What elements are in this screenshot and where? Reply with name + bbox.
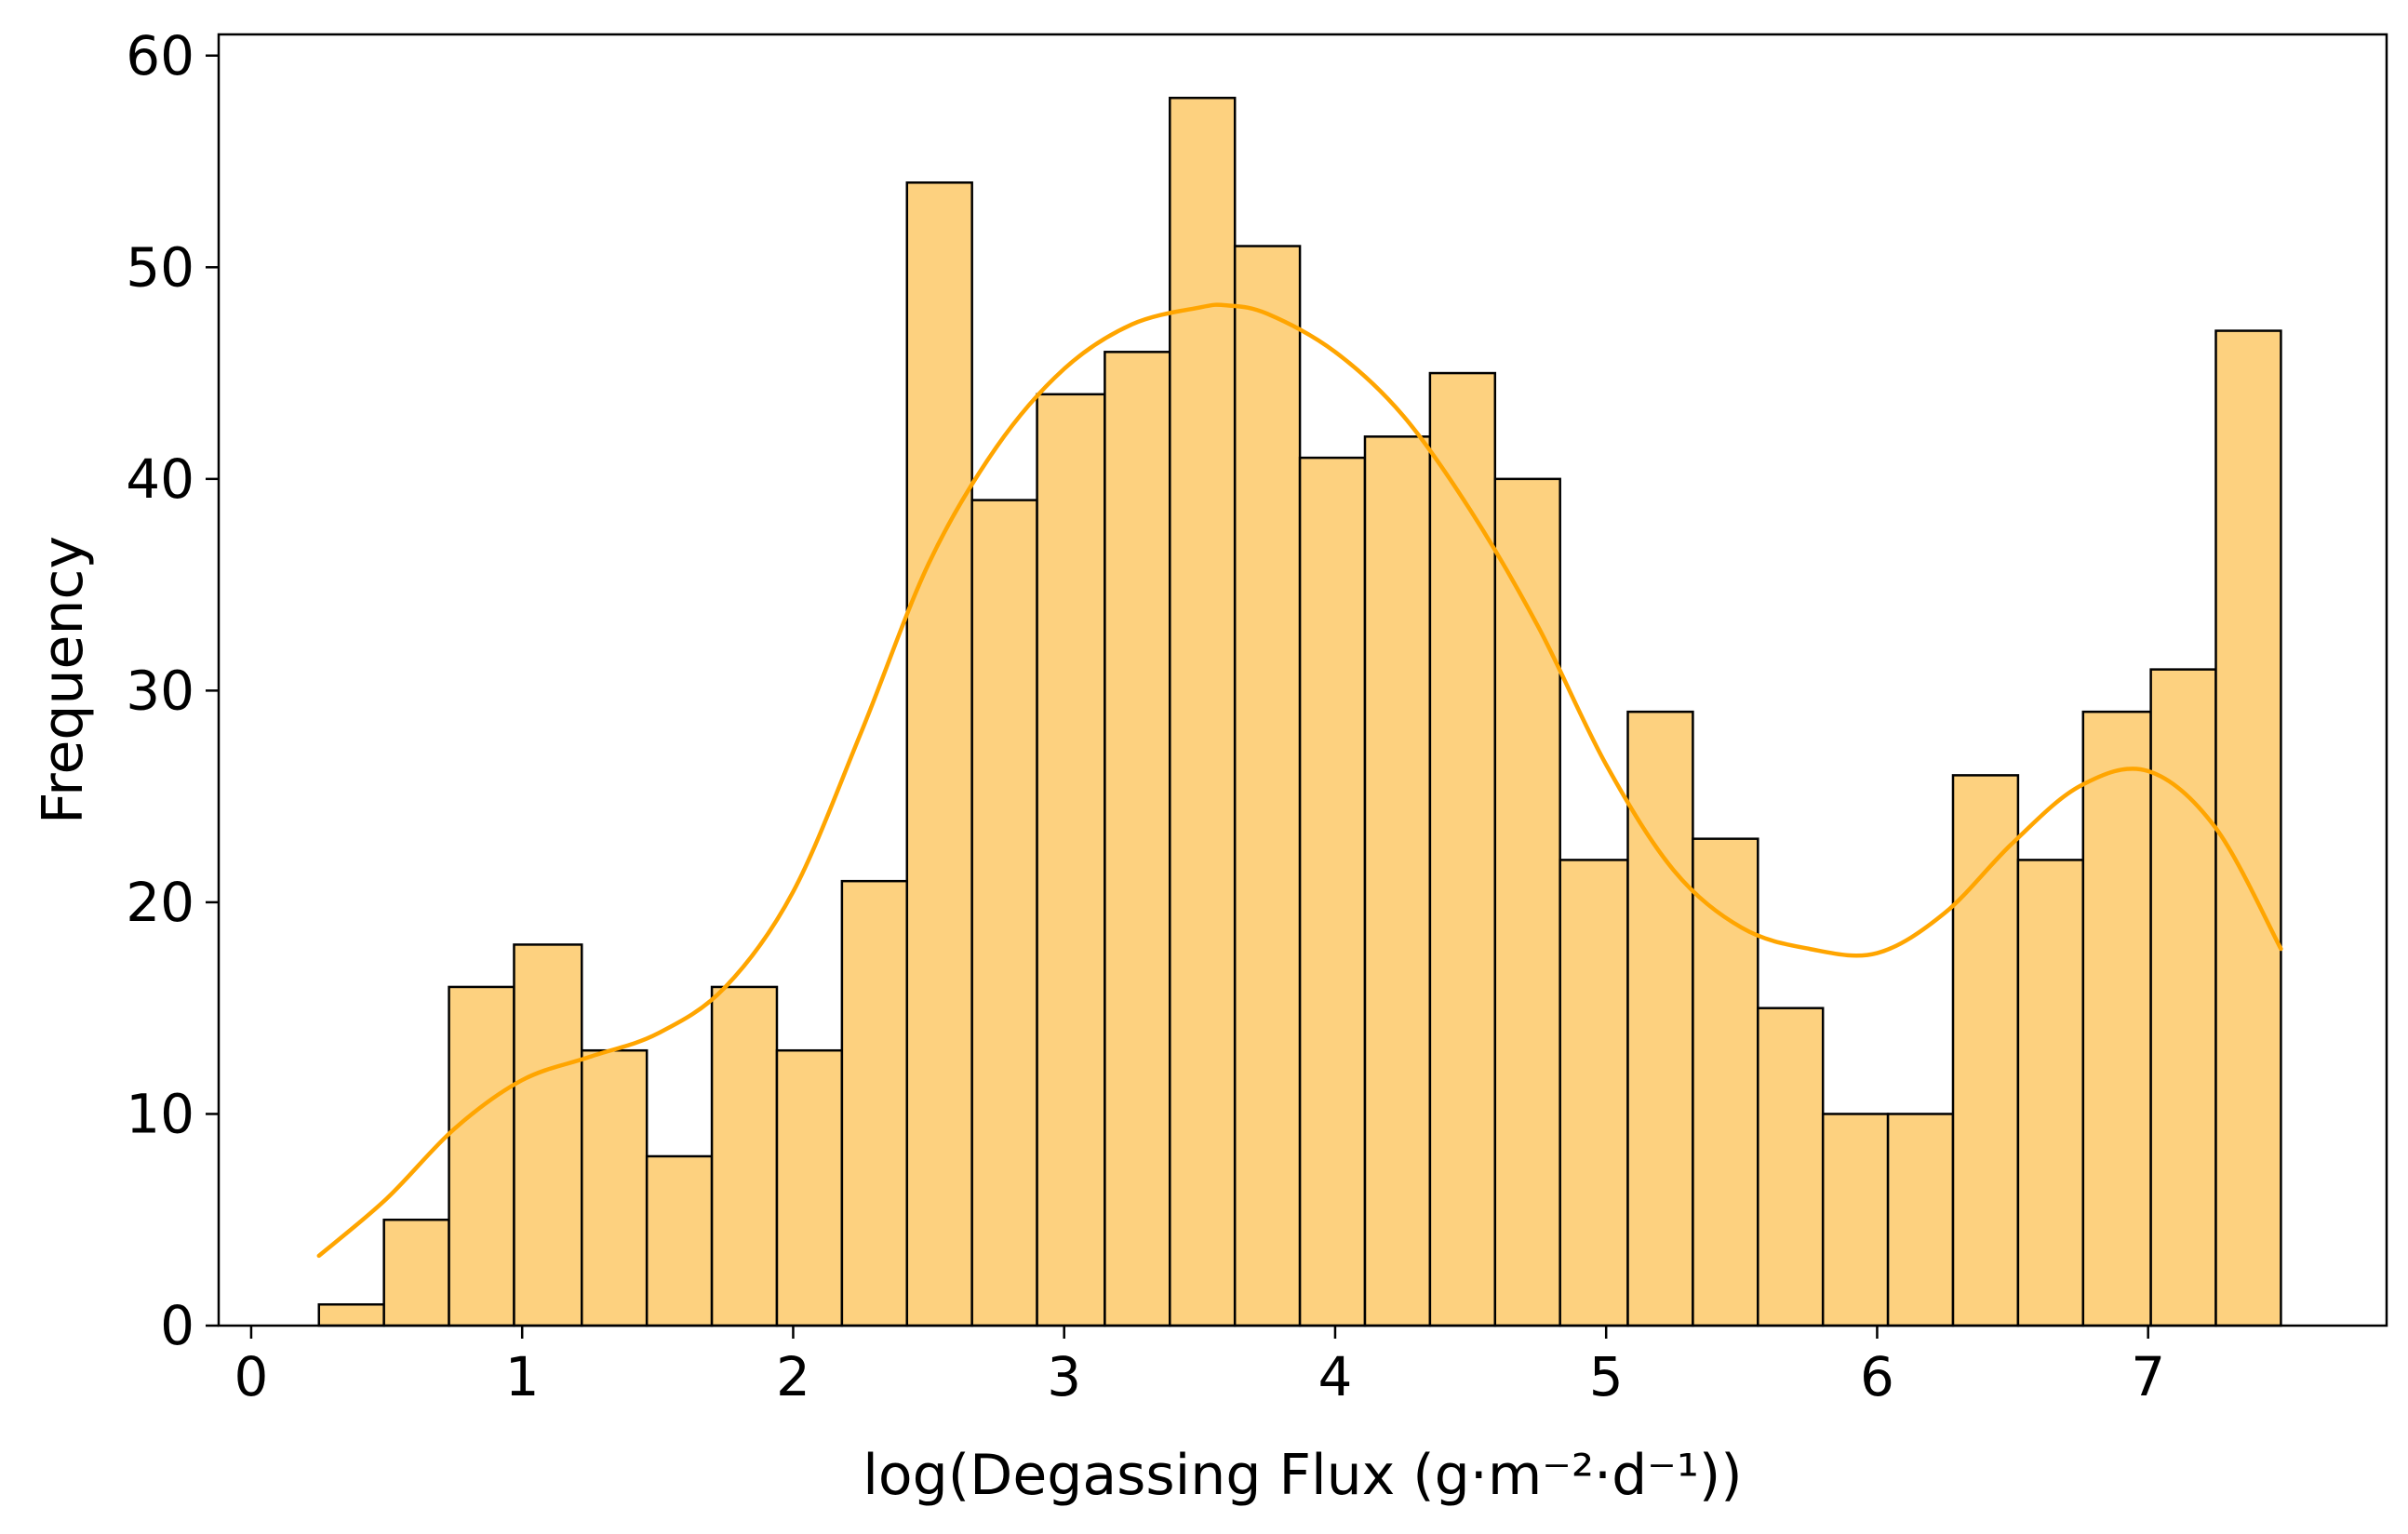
y-tick-label: 20	[126, 871, 194, 934]
y-tick-label: 10	[126, 1082, 194, 1145]
histogram-bar	[382, 1218, 450, 1327]
histogram-bar	[1169, 97, 1237, 1327]
y-tick-label: 40	[126, 447, 194, 511]
histogram-bar	[1428, 371, 1497, 1327]
histogram-bar	[317, 1302, 385, 1327]
histogram-bar	[2016, 859, 2085, 1327]
y-axis-label: Frequency	[31, 536, 96, 824]
y-tick-label: 60	[126, 24, 194, 87]
histogram-bar	[1233, 245, 1302, 1327]
histogram-bar	[1757, 1007, 1825, 1327]
kde-line	[316, 302, 2283, 1259]
histogram-bar	[1559, 859, 1629, 1327]
histogram-bar	[710, 985, 779, 1327]
histogram-bar	[1104, 351, 1171, 1327]
x-tick-label: 7	[2131, 1345, 2165, 1408]
histogram-bar	[1626, 710, 1694, 1327]
plot-frame	[217, 33, 2388, 1327]
histogram-bar	[1821, 1113, 1890, 1327]
histogram-bar	[1036, 393, 1106, 1327]
histogram-bar	[1951, 774, 2020, 1327]
y-tick-label: 30	[126, 659, 194, 722]
histogram-bar	[2214, 329, 2282, 1327]
x-tick-label: 6	[1860, 1345, 1894, 1408]
histogram-bar	[581, 1048, 649, 1327]
histogram-bar	[645, 1154, 714, 1327]
x-tick-label: 5	[1589, 1345, 1624, 1408]
histogram-bar	[2149, 668, 2217, 1327]
x-tick-label: 3	[1047, 1345, 1081, 1408]
histogram-bar	[2081, 710, 2152, 1327]
histogram-bar	[970, 499, 1038, 1327]
histogram-bar	[1886, 1113, 1955, 1327]
histogram-bar	[1363, 435, 1432, 1327]
y-tick-label: 50	[126, 235, 194, 299]
histogram-bar	[1692, 837, 1759, 1327]
x-tick-label: 1	[505, 1345, 540, 1408]
histogram-bar	[905, 181, 973, 1327]
histogram-bar	[513, 943, 583, 1327]
histogram-bar	[448, 985, 515, 1327]
x-tick-label: 0	[234, 1345, 268, 1408]
histogram-bar	[1298, 456, 1367, 1327]
y-tick-label: 0	[160, 1294, 194, 1357]
x-axis-ticks: 0 1 2 3 4 5 6 7	[234, 1326, 2165, 1408]
x-tick-label: 2	[776, 1345, 810, 1408]
x-tick-label: 4	[1318, 1345, 1352, 1408]
x-axis-label: log(Degassing Flux (g·m⁻²·d⁻¹))	[863, 1443, 1742, 1508]
histogram-bar	[1493, 477, 1561, 1327]
histogram-bar	[775, 1048, 844, 1327]
histogram-bar	[840, 879, 909, 1327]
y-axis-ticks: 0 10 20 30 40 50 60	[126, 24, 219, 1357]
